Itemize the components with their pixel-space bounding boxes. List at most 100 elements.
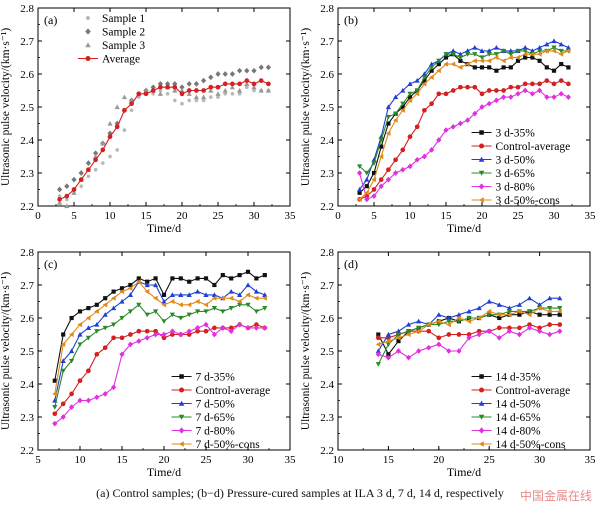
data-point (178, 276, 183, 281)
data-point (457, 64, 463, 70)
data-point (69, 358, 75, 364)
x-tick-label: 5 (35, 454, 41, 466)
data-point (450, 88, 456, 93)
legend-entry: 7 d-65% (196, 412, 236, 424)
data-point (450, 48, 456, 53)
data-point (102, 391, 108, 397)
data-point (144, 282, 150, 288)
legend-entry: 3 d-50%-cons (496, 195, 561, 207)
plot-frame (37, 251, 291, 451)
data-point (557, 312, 562, 317)
data-point (522, 48, 528, 54)
data-point (395, 335, 401, 341)
data-point (393, 170, 399, 176)
data-point (203, 276, 209, 281)
data-point (465, 52, 471, 57)
data-point (194, 98, 199, 103)
data-point (522, 81, 528, 87)
data-point (222, 81, 228, 87)
y-tick-label: 2.5 (20, 102, 34, 114)
data-point (194, 88, 199, 93)
legend-marker (179, 374, 184, 379)
x-tick-label: 35 (285, 210, 297, 222)
data-point (195, 309, 201, 314)
data-point (407, 91, 413, 97)
data-point (379, 144, 384, 149)
data-point (414, 78, 420, 83)
data-point (537, 312, 542, 317)
series-line (54, 271, 266, 381)
data-point (472, 84, 478, 90)
data-point (558, 48, 564, 54)
data-point (493, 97, 499, 104)
data-point (508, 52, 514, 57)
data-point (371, 187, 377, 192)
data-point (515, 58, 521, 63)
series-5 (357, 48, 571, 202)
data-point (436, 68, 441, 74)
series-2 (375, 295, 563, 354)
data-point (537, 325, 542, 331)
data-point (446, 332, 452, 337)
data-point (405, 322, 412, 327)
data-point (400, 107, 405, 113)
data-point (446, 322, 451, 328)
data-point (119, 286, 125, 291)
x-tick-label: 30 (249, 210, 261, 222)
legend-marker (478, 197, 484, 203)
data-point (195, 298, 200, 305)
data-point (465, 117, 471, 124)
x-tick-label: 10 (75, 454, 87, 466)
data-point (60, 414, 66, 420)
plot-frame (337, 7, 591, 207)
data-point (100, 147, 106, 153)
data-point (237, 292, 243, 297)
data-point (393, 94, 399, 100)
data-point (153, 328, 158, 334)
data-point (551, 48, 557, 54)
data-point (436, 58, 442, 64)
data-point (57, 197, 62, 202)
data-point (527, 322, 532, 327)
data-point (220, 309, 226, 314)
legend-marker (479, 374, 484, 379)
x-tick-label: 10 (333, 454, 345, 466)
data-point (169, 312, 175, 318)
data-point (180, 101, 184, 106)
data-point (212, 325, 217, 331)
data-point (537, 58, 542, 63)
data-point (85, 315, 91, 321)
data-point (119, 335, 125, 341)
data-point (57, 186, 63, 193)
y-tick-label: 2.3 (20, 412, 34, 424)
data-point (386, 352, 391, 357)
data-point (357, 186, 363, 192)
data-point (64, 197, 69, 202)
data-point (393, 157, 398, 163)
data-point (479, 58, 485, 64)
legend-marker (85, 42, 91, 48)
y-tick-label: 2.2 (320, 445, 334, 457)
legend-entry: 3 d-80% (496, 182, 536, 194)
chart-panel-a: 0 5 10 15 20 25 30 35 2.2 2.3 2.4 2.5 2.6 2.7 2.8 Time/… (0, 3, 296, 235)
data-point (153, 282, 159, 288)
data-point (253, 295, 259, 301)
data-point (220, 325, 226, 331)
data-point (258, 64, 264, 71)
data-point (376, 332, 381, 337)
data-point (193, 94, 199, 100)
legend-marker (85, 28, 91, 35)
data-point (165, 91, 170, 96)
data-point (161, 302, 167, 308)
data-point (186, 332, 192, 337)
data-point (201, 94, 207, 100)
data-point (165, 84, 170, 90)
data-point (414, 91, 420, 97)
data-point (375, 362, 381, 367)
series-3 (57, 78, 271, 202)
data-point (94, 351, 100, 357)
data-point (544, 78, 550, 83)
data-point (215, 91, 221, 96)
data-point (203, 292, 209, 297)
data-point (85, 325, 91, 330)
